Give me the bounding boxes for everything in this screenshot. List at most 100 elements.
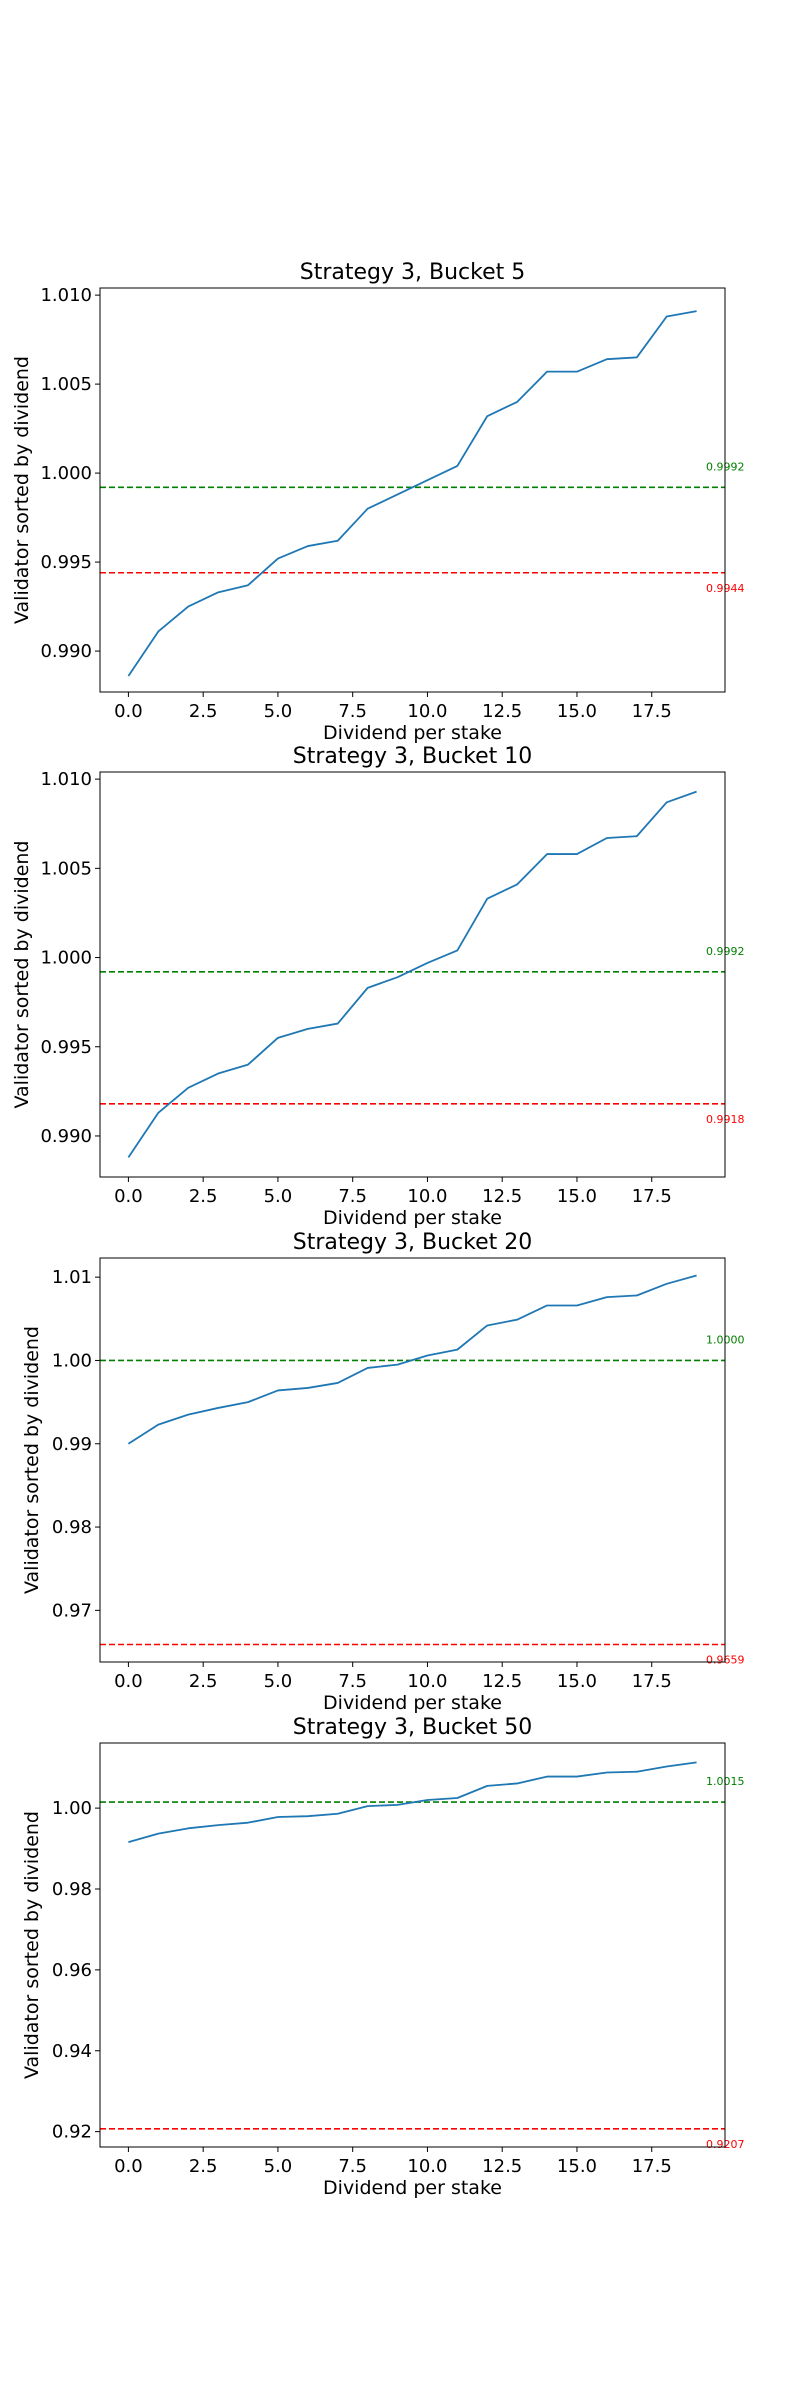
x-tick-label: 7.5 [338,1671,367,1692]
x-tick-label: 5.0 [264,2156,293,2177]
chart-title: Strategy 3, Bucket 5 [300,260,525,285]
y-tick-label: 1.010 [40,285,92,306]
data-point [366,1367,368,1369]
data-point [396,976,398,978]
data-point [456,1797,458,1799]
x-tick-label: 12.5 [482,701,522,722]
data-point [426,479,428,481]
data-point [516,1782,518,1784]
chart-title: Strategy 3, Bucket 20 [293,1230,532,1255]
x-tick-label: 2.5 [189,1186,218,1207]
x-tick-label: 5.0 [264,1671,293,1692]
data-point [187,1827,189,1829]
data-point [157,1112,159,1114]
x-tick-label: 17.5 [632,701,672,722]
y-tick-label: 0.98 [52,1517,92,1538]
x-tick-label: 12.5 [482,1671,522,1692]
x-tick-label: 10.0 [407,1671,447,1692]
data-point [337,1382,339,1384]
data-point [456,465,458,467]
x-tick-label: 5.0 [264,701,293,722]
y-tick-label: 0.96 [52,1960,92,1981]
x-tick-label: 10.0 [407,2156,447,2177]
x-tick-label: 15.0 [557,1186,597,1207]
data-point [217,1407,219,1409]
y-axis-label: Validator sorted by dividend [11,841,33,1109]
data-point [695,1761,697,1763]
data-point [695,790,697,792]
data-point [665,315,667,317]
data-point [127,1443,129,1445]
data-point [277,1037,279,1039]
data-point [366,1805,368,1807]
x-tick-label: 7.5 [338,701,367,722]
data-point [606,837,608,839]
x-tick-label: 0.0 [114,701,143,722]
data-point [426,1799,428,1801]
data-point [546,370,548,372]
x-tick-label: 10.0 [407,1186,447,1207]
data-point [157,1832,159,1834]
y-tick-label: 0.98 [52,1879,92,1900]
y-tick-label: 1.000 [40,463,92,484]
data-point [426,1354,428,1356]
data-point [636,356,638,358]
x-tick-label: 7.5 [338,1186,367,1207]
y-tick-label: 1.00 [52,1350,92,1371]
data-point [486,1324,488,1326]
data-point [576,370,578,372]
x-tick-label: 15.0 [557,2156,597,2177]
data-point [337,540,339,542]
series-line [127,1274,697,1445]
data-point [157,1423,159,1425]
x-tick-label: 0.0 [114,1671,143,1692]
x-axis-label: Dividend per stake [323,1692,502,1714]
data-point [277,1389,279,1391]
x-tick-label: 7.5 [338,2156,367,2177]
data-point [277,557,279,559]
x-tick-label: 10.0 [407,701,447,722]
y-axis-label: Validator sorted by dividend [21,1326,43,1594]
data-point [636,835,638,837]
data-point [486,897,488,899]
y-tick-label: 0.995 [40,1037,92,1058]
data-point [636,1771,638,1773]
data-point [247,1821,249,1823]
y-tick-label: 0.990 [40,641,92,662]
data-point [546,1304,548,1306]
data-point [217,1072,219,1074]
series-line [128,1761,697,1843]
x-tick-label: 12.5 [482,2156,522,2177]
y-tick-label: 1.000 [40,948,92,969]
x-tick-label: 17.5 [632,1186,672,1207]
data-point [516,1318,518,1320]
data-point [127,675,129,677]
data-point [277,1816,279,1818]
data-point [606,358,608,360]
data-point [396,493,398,495]
data-point [456,1348,458,1350]
data-point [516,401,518,403]
data-point [695,1274,697,1276]
y-axis-label: Validator sorted by dividend [11,356,33,624]
data-point [456,949,458,951]
data-point [606,1771,608,1773]
y-tick-label: 0.94 [52,2041,92,2062]
data-point [187,1087,189,1089]
data-point [127,1156,129,1158]
data-point [695,310,697,312]
y-tick-label: 0.99 [52,1434,92,1455]
plot-frame [99,1742,726,2148]
x-tick-label: 2.5 [189,2156,218,2177]
x-axis-label: Dividend per stake [323,722,502,744]
data-point [366,507,368,509]
x-tick-label: 5.0 [264,1186,293,1207]
data-point [366,987,368,989]
plot-frame [99,1257,726,1663]
y-tick-label: 1.01 [52,1267,92,1288]
